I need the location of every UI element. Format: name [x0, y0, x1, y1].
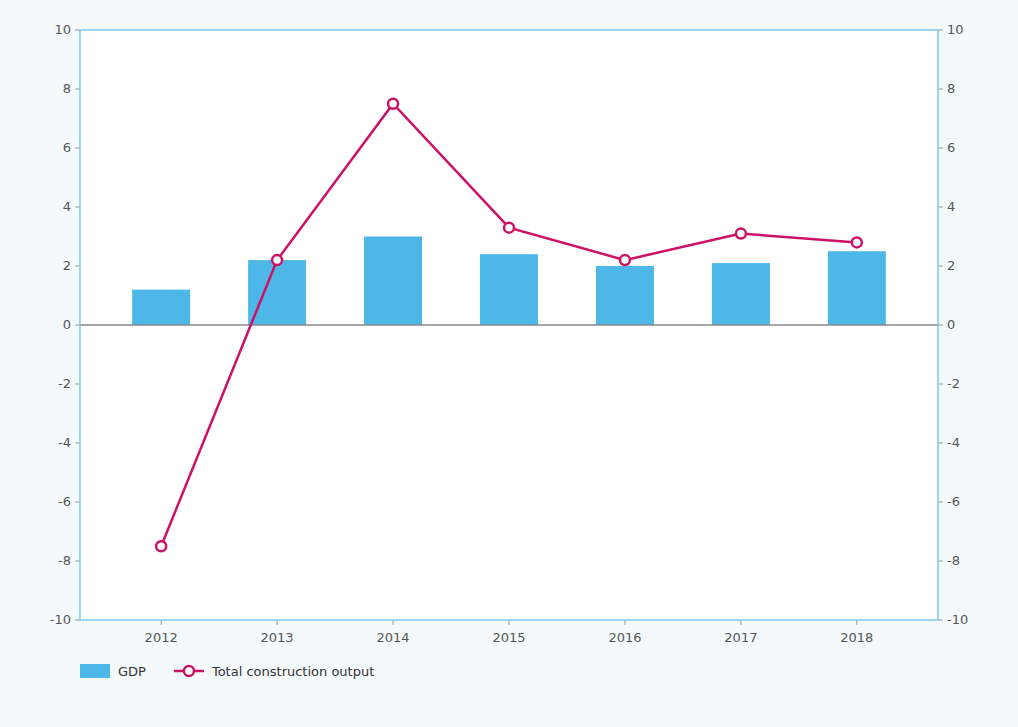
marker — [736, 229, 746, 239]
bar — [712, 263, 770, 325]
legend-label: GDP — [118, 664, 146, 679]
marker — [504, 223, 514, 233]
background — [0, 0, 1018, 727]
y-tick-label: -6 — [58, 494, 71, 509]
y2-tick-label: -6 — [947, 494, 960, 509]
x-tick-label: 2017 — [724, 630, 757, 645]
legend-label: Total construction output — [211, 664, 374, 679]
legend-marker — [184, 666, 194, 676]
y2-tick-label: -4 — [947, 435, 960, 450]
chart: -10 -8 -6 -4 -2 0 2 4 6 8 10 -10 -8 -6 -4 -2 0 2 4 6 8 10 2012… — [0, 0, 1018, 727]
x-tick-label: 2012 — [145, 630, 178, 645]
frame — [80, 30, 938, 620]
marker — [852, 237, 862, 247]
y-tick-label: 8 — [63, 81, 71, 96]
legend: GDP Total construction output — [80, 664, 374, 679]
marker — [388, 99, 398, 109]
y2-tick-label: 4 — [947, 199, 955, 214]
plot-area — [80, 30, 938, 620]
x-tick-label: 2013 — [261, 630, 294, 645]
y-tick-label: -10 — [50, 612, 71, 627]
y2-tick-label: 8 — [947, 81, 955, 96]
y2-tick-label: 10 — [947, 22, 964, 37]
y2-tick-label: 0 — [947, 317, 955, 332]
marker — [156, 541, 166, 551]
bar — [596, 266, 654, 325]
y-tick-label: 0 — [63, 317, 71, 332]
y-tick-label: 6 — [63, 140, 71, 155]
bar — [828, 251, 886, 325]
y2-tick-label: -2 — [947, 376, 960, 391]
y-tick-label: 2 — [63, 258, 71, 273]
bar — [364, 237, 422, 326]
x-tick-label: 2014 — [377, 630, 410, 645]
y-tick-label: -4 — [58, 435, 71, 450]
y2-tick-label: -10 — [947, 612, 968, 627]
zero-line — [80, 324, 938, 326]
axes: -10 -8 -6 -4 -2 0 2 4 6 8 10 -10 -8 -6 -4 -2 0 2 4 6 8 10 2012… — [50, 22, 968, 645]
y-tick-label: 4 — [63, 199, 71, 214]
x-tick-label: 2015 — [492, 630, 525, 645]
legend-swatch — [80, 664, 110, 678]
bar — [248, 260, 306, 325]
line — [161, 104, 857, 547]
y2-tick-label: 2 — [947, 258, 955, 273]
y-tick-label: 10 — [54, 22, 71, 37]
y2-tick-label: -8 — [947, 553, 960, 568]
data — [80, 99, 938, 552]
y-tick-label: -2 — [58, 376, 71, 391]
y-tick-label: -8 — [58, 553, 71, 568]
bar — [480, 254, 538, 325]
x-tick-label: 2018 — [840, 630, 873, 645]
bar — [132, 290, 190, 325]
y2-tick-label: 6 — [947, 140, 955, 155]
marker — [620, 255, 630, 265]
marker — [272, 255, 282, 265]
x-tick-label: 2016 — [608, 630, 641, 645]
